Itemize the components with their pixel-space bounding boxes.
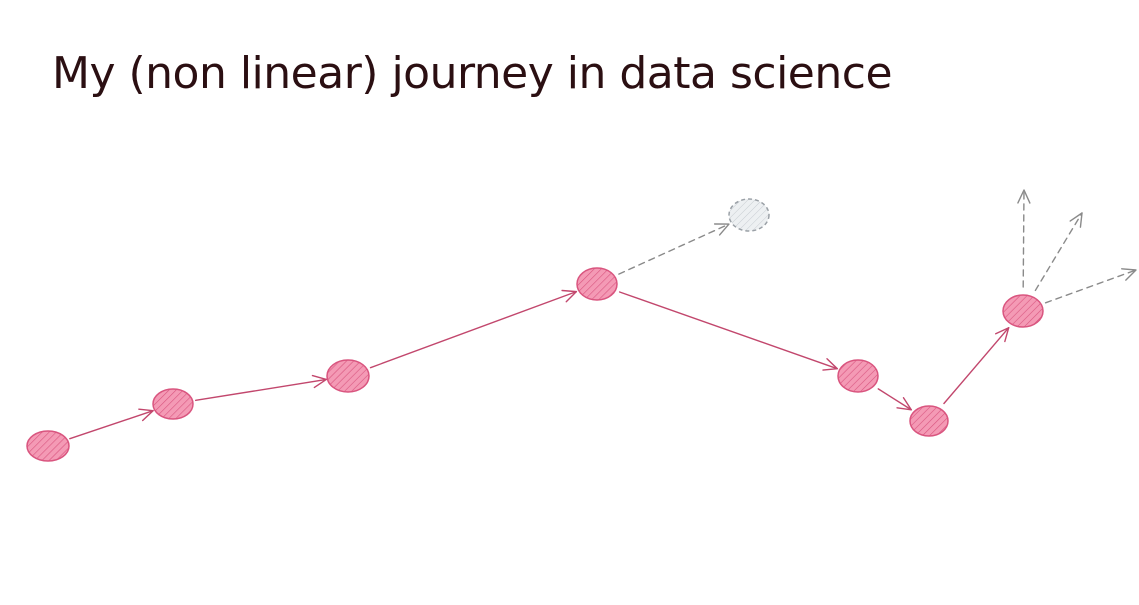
ghost-node	[728, 198, 770, 232]
arrow-head	[995, 327, 1010, 343]
arrow-shaft	[69, 409, 154, 440]
arrow-shaft	[369, 290, 578, 369]
arrow-head	[138, 408, 154, 422]
arrow-step-4-to-alternative-path	[618, 223, 730, 275]
arrow-head	[713, 223, 730, 236]
arrow-step-3-to-step-4	[369, 289, 578, 369]
journey-node-step-5	[837, 359, 879, 393]
arrow-head	[1069, 212, 1083, 228]
arrow-step-7-to-future-up	[1017, 189, 1031, 288]
arrow-step-4-to-step-5	[618, 291, 838, 371]
arrow-head	[1121, 268, 1137, 281]
arrow-shaft	[1044, 269, 1137, 304]
arrow-head	[896, 397, 912, 411]
arrow-step-2-to-step-3	[195, 374, 327, 402]
arrow-head	[822, 358, 838, 371]
journey-node-step-3	[326, 359, 370, 393]
arrow-shaft	[1022, 189, 1025, 288]
arrow-shaft	[943, 327, 1010, 405]
nodes-layer	[26, 198, 1044, 462]
journey-node-step-6	[909, 405, 949, 437]
arrow-shaft	[195, 378, 327, 402]
edges-layer	[69, 189, 1137, 440]
arrow-shaft	[877, 388, 912, 411]
arrow-step-5-to-step-6	[877, 388, 912, 411]
arrow-step-1-to-step-2	[69, 408, 154, 440]
arrow-step-7-to-future-right	[1044, 268, 1137, 304]
arrow-shaft	[1034, 212, 1083, 292]
journey-node-step-1	[26, 430, 70, 462]
arrow-shaft	[618, 223, 730, 275]
arrow-step-7-to-future-up-right	[1034, 212, 1083, 292]
arrow-head	[1017, 189, 1031, 204]
arrow-shaft	[618, 291, 838, 370]
journey-node-step-7	[1002, 294, 1044, 328]
journey-node-step-4	[576, 267, 618, 301]
arrow-step-6-to-step-7	[943, 327, 1010, 405]
journey-node-step-2	[152, 388, 194, 420]
slide-title: My (non linear) journey in data science	[52, 48, 893, 99]
arrow-head	[311, 374, 327, 389]
arrow-head	[561, 289, 578, 303]
